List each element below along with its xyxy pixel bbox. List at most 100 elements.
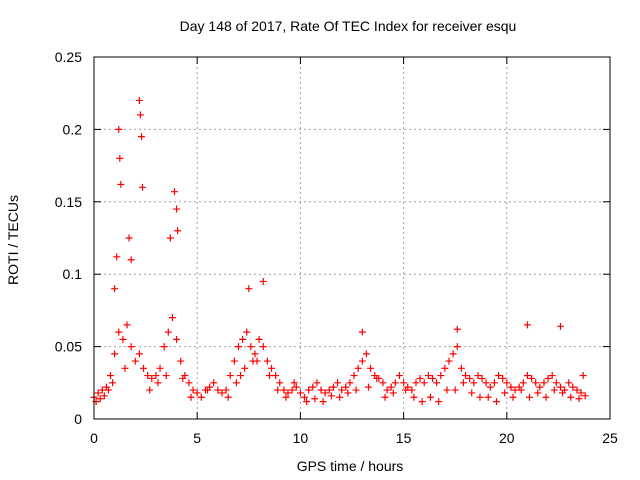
x-tick-label: 10 [293, 430, 309, 446]
data-point [290, 379, 298, 387]
y-tick-label: 0.2 [63, 121, 83, 137]
data-point [214, 386, 222, 394]
data-point [523, 321, 531, 329]
data-point [420, 379, 428, 387]
data-point [168, 314, 176, 322]
data-point [426, 393, 434, 401]
data-point [344, 389, 352, 397]
data-point [164, 328, 172, 336]
data-point [313, 379, 321, 387]
data-point [492, 398, 500, 406]
data-points [90, 96, 589, 406]
data-point [272, 372, 280, 380]
data-point [550, 386, 558, 394]
data-point [265, 372, 273, 380]
data-point [94, 389, 102, 397]
data-point [109, 379, 117, 387]
data-point [544, 374, 552, 382]
plot-frame [93, 56, 611, 420]
data-point [263, 357, 271, 365]
data-point [346, 379, 354, 387]
data-point [476, 393, 484, 401]
data-point [383, 386, 391, 394]
data-point [146, 386, 154, 394]
data-point [443, 386, 451, 394]
data-point [338, 386, 346, 394]
data-point [408, 386, 416, 394]
data-point [100, 392, 108, 400]
data-point [296, 389, 304, 397]
data-point [453, 343, 461, 351]
x-tick-label: 5 [193, 430, 201, 446]
data-point [517, 386, 525, 394]
data-point [457, 364, 465, 372]
data-point [575, 395, 583, 403]
data-point [391, 379, 399, 387]
data-point [166, 234, 174, 242]
data-point [523, 372, 531, 380]
tick-labels: 0 5 10 15 20 25 0 0.05 0.1 0.15 0.2 0.25 [55, 49, 618, 446]
data-point [336, 393, 344, 401]
data-point [317, 386, 325, 394]
data-point [499, 374, 507, 382]
data-point [325, 386, 333, 394]
data-point [459, 379, 467, 387]
data-point [319, 398, 327, 406]
data-point [123, 321, 131, 329]
data-point [218, 389, 226, 397]
data-point [395, 372, 403, 380]
data-point [137, 133, 145, 141]
data-point [135, 350, 143, 358]
data-point [140, 364, 148, 372]
data-point [292, 383, 300, 391]
data-point [189, 386, 197, 394]
data-point [222, 386, 230, 394]
data-point [577, 389, 585, 397]
data-point [445, 357, 453, 365]
data-point [536, 383, 544, 391]
data-point [127, 256, 135, 264]
data-point [381, 393, 389, 401]
data-point [478, 374, 486, 382]
data-point [230, 357, 238, 365]
data-point [453, 325, 461, 333]
data-point [451, 386, 459, 394]
data-point [362, 350, 370, 358]
data-point [174, 227, 182, 235]
data-point [268, 364, 276, 372]
data-point [482, 379, 490, 387]
data-point [352, 386, 360, 394]
data-point [111, 350, 119, 358]
data-point [410, 393, 418, 401]
x-tick-label: 0 [90, 430, 98, 446]
data-point [495, 372, 503, 380]
data-point [501, 389, 509, 397]
data-point [239, 335, 247, 343]
data-point [567, 393, 575, 401]
data-point [117, 180, 125, 188]
data-point [389, 389, 397, 397]
data-point [367, 364, 375, 372]
x-axis-label: GPS time / hours [297, 458, 404, 474]
data-point [569, 383, 577, 391]
y-tick-label: 0 [74, 411, 82, 427]
data-point [125, 234, 133, 242]
data-point [462, 372, 470, 380]
data-point [441, 364, 449, 372]
data-point [162, 372, 170, 380]
y-tick-label: 0.15 [55, 194, 82, 210]
data-point [387, 383, 395, 391]
data-point [232, 379, 240, 387]
data-point [321, 389, 329, 397]
data-point [139, 183, 147, 191]
data-point [177, 357, 185, 365]
data-point [276, 379, 284, 387]
data-point [187, 393, 195, 401]
data-point [484, 393, 492, 401]
grid-lines [94, 57, 610, 419]
data-point [131, 357, 139, 365]
data-point [449, 350, 457, 358]
data-point [251, 350, 259, 358]
data-point [259, 277, 267, 285]
